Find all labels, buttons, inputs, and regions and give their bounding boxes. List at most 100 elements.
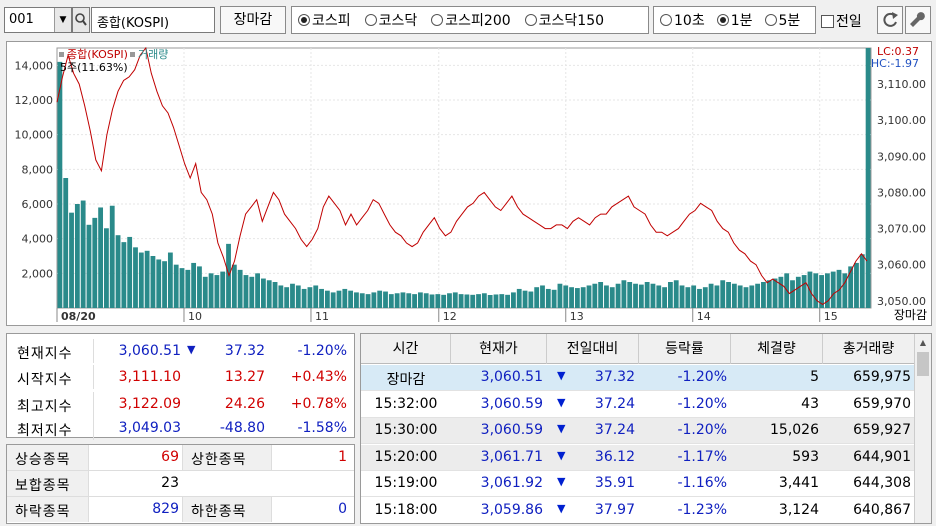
col-header-price[interactable]: 현재가	[451, 334, 547, 364]
cell-change: 37.32	[594, 369, 635, 385]
volume-bar	[417, 292, 423, 308]
down-arrow-icon: ▼	[557, 501, 566, 515]
volume-bar	[272, 282, 278, 308]
divider	[93, 392, 94, 416]
cell-rate: -1.17%	[677, 448, 727, 465]
volume-bar	[104, 228, 109, 308]
search-button[interactable]	[72, 7, 90, 33]
col-header-time[interactable]: 시간	[361, 334, 451, 364]
scroll-thumb[interactable]	[917, 352, 929, 376]
col-header-volume[interactable]: 체결량	[731, 334, 823, 364]
volume-bar	[819, 275, 824, 308]
volume-bar	[133, 247, 138, 308]
cell-total: 644,308	[853, 475, 911, 491]
volume-bar	[138, 252, 144, 308]
checkbox-icon	[821, 14, 834, 28]
cell-change: 36.12	[594, 448, 635, 465]
interval-radio-1m[interactable]: 1분	[716, 10, 753, 30]
cell-change: 37.24	[594, 422, 635, 438]
refresh-button[interactable]	[877, 6, 903, 34]
volume-bar	[516, 288, 522, 308]
volume-bar	[737, 285, 743, 308]
cell-volume: 3,124	[778, 501, 819, 518]
table-row[interactable]: 장마감 3,060.51 ▼ 37.32 -1.20% 5 659,975	[361, 365, 915, 391]
volume-bar	[243, 275, 249, 308]
volume-bar	[92, 217, 98, 308]
intraday-chart[interactable]: 14,000 12,000 10,000 8,000 6,000 4,000 2,000 3,…	[6, 41, 932, 326]
ma-label: 5주(11.63%)	[60, 61, 128, 74]
volume-bar	[377, 290, 383, 308]
volume-bar	[859, 254, 865, 308]
volume-bar	[150, 256, 156, 308]
radio-selected-icon	[298, 14, 310, 26]
table-row[interactable]: 15:32:00 3,060.59 ▼ 37.24 -1.20% 43 659,970	[361, 392, 915, 418]
volume-bar	[74, 204, 80, 308]
volume-bar	[290, 283, 295, 308]
legend-square-icon	[129, 52, 135, 57]
volume-bar	[435, 294, 441, 308]
volume-bar	[383, 291, 388, 308]
volume-bar	[365, 294, 371, 308]
index-label: 최저지수	[17, 423, 73, 439]
volume-bar	[197, 266, 202, 308]
stock-code-value: 001	[9, 12, 34, 27]
volume-bar	[766, 280, 772, 308]
cell-total: 659,927	[853, 422, 911, 438]
chevron-down-icon[interactable]: ▼	[54, 8, 71, 32]
scroll-up-icon[interactable]: ▲	[919, 338, 927, 347]
market-radio-kosdaq[interactable]: 코스닥	[364, 10, 417, 30]
volume-bar	[609, 287, 615, 308]
hc-label: HC:-1.97	[870, 57, 919, 70]
market-radio-kosdaq150[interactable]: 코스닥150	[524, 10, 604, 30]
volume-bar	[301, 288, 307, 308]
volume-bar	[266, 280, 272, 308]
market-breadth-panel: 상승종목 69 상한종목 1 보합종목 23 하락종목 829 하한종목 0	[6, 444, 355, 524]
y-right-tick-label: 3,100.00	[877, 114, 926, 127]
col-header-rate[interactable]: 등락률	[639, 334, 731, 364]
y-right-tick-label: 3,050.00	[877, 295, 926, 308]
volume-bar	[830, 271, 836, 308]
vertical-scrollbar[interactable]: ▲	[914, 334, 931, 523]
volume-bar	[336, 290, 342, 308]
cell-rate: -1.20%	[677, 395, 727, 412]
time-trade-table: 시간 현재가 전일대비 등락률 체결량 총거래량 장마감 3,060.51 ▼ 37.…	[360, 333, 932, 524]
cell-time: 15:32:00	[374, 395, 438, 412]
market-radio-kospi[interactable]: 코스피	[298, 10, 351, 30]
interval-radio-5m[interactable]: 5분	[764, 10, 800, 30]
volume-bar	[127, 236, 133, 308]
volume-bar	[406, 293, 412, 308]
volume-bar	[226, 243, 231, 308]
search-icon	[75, 13, 87, 26]
index-row: 최저지수 3,049.03 -48.80 -1.58%	[7, 416, 354, 440]
volume-bar	[778, 276, 784, 308]
volume-bar	[319, 288, 324, 308]
volume-bar	[231, 264, 237, 308]
col-header-change[interactable]: 전일대비	[547, 334, 639, 364]
market-close-button[interactable]: 장마감	[220, 6, 286, 34]
y-left-tick-label: 4,000	[22, 233, 54, 246]
prev-day-checkbox[interactable]: 전일	[821, 11, 862, 31]
volume-bar	[574, 288, 580, 308]
volume-bar	[714, 285, 720, 308]
volume-bar	[761, 282, 766, 308]
settings-button[interactable]	[905, 6, 931, 34]
table-row[interactable]: 15:18:00 3,059.86 ▼ 37.97 -1.23% 3,124 640,867	[361, 498, 915, 523]
volume-bar	[557, 283, 563, 308]
table-row[interactable]: 15:30:00 3,060.59 ▼ 37.24 -1.20% 15,026 659,92…	[361, 418, 915, 444]
volume-bar	[708, 283, 714, 308]
stock-name-field[interactable]: 종합(KOSPI)	[91, 7, 215, 33]
col-header-total-volume[interactable]: 총거래량	[823, 334, 915, 364]
volume-bar	[429, 294, 435, 308]
volume-bar	[569, 287, 574, 308]
volume-bar	[545, 288, 551, 308]
volume-bar	[295, 285, 301, 308]
volume-bar	[528, 291, 534, 308]
table-row[interactable]: 15:20:00 3,061.71 ▼ 36.12 -1.17% 593 644,901	[361, 444, 915, 471]
volume-bar	[98, 207, 104, 308]
index-value: 3,060.51	[118, 343, 181, 359]
interval-radio-10s[interactable]: 10초	[660, 10, 705, 30]
market-radio-kospi200[interactable]: 코스피200	[431, 10, 511, 30]
index-value: 3,122.09	[118, 396, 181, 412]
volume-bar	[656, 285, 662, 308]
table-row[interactable]: 15:19:00 3,061.92 ▼ 35.91 -1.16% 3,441 644,308	[361, 471, 915, 497]
